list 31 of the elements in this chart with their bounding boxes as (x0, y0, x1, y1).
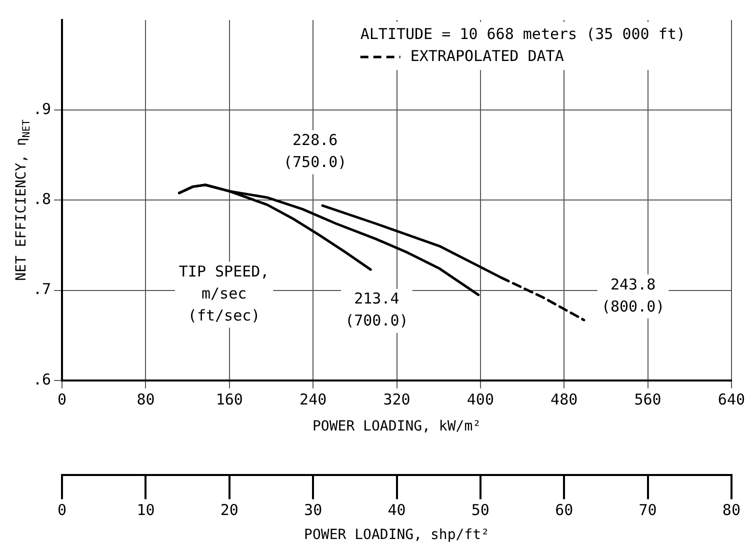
x2-axis-title: POWER LOADING, shp/ft² (304, 527, 490, 544)
x2-tick-label: 0 (58, 501, 67, 520)
x2-tick-label: 80 (722, 501, 740, 520)
x-tick-label: 560 (634, 390, 662, 408)
x-tick-label: 160 (216, 390, 243, 408)
x2-tick-label: 30 (304, 501, 322, 520)
x-axis-title: POWER LOADING, kW/m² (312, 418, 482, 434)
x-tick-label: 320 (383, 390, 410, 408)
annotation: TIP SPEED, m/sec (ft/sec) (178, 262, 270, 325)
annotation: 243.8 (800.0) (601, 275, 665, 316)
y-tick-label: .9 (33, 100, 52, 118)
annotation: 228.6 (750.0) (283, 131, 347, 172)
y-axis-title: NET EFFICIENCY, ηNET (14, 120, 32, 281)
x2-tick-label: 50 (471, 501, 490, 520)
x-tick-label: 400 (466, 390, 494, 408)
x2-tick-label: 10 (136, 501, 155, 520)
legend-label: EXTRAPOLATED DATA (410, 46, 564, 65)
x2-tick-label: 70 (638, 501, 657, 520)
y-tick-label: .8 (33, 190, 52, 208)
annotation: 213.4 (700.0) (345, 290, 408, 330)
x2-tick-label: 40 (388, 501, 406, 520)
x2-tick-label: 60 (555, 501, 574, 520)
legend-title: ALTITUDE = 10 668 meters (35 000 ft) (360, 24, 686, 43)
y-tick-label: .7 (33, 280, 52, 298)
x-tick-label: 240 (300, 390, 327, 408)
x-tick-label: 480 (550, 390, 578, 408)
x-tick-label: 80 (136, 390, 155, 408)
x-tick-label: 640 (718, 390, 745, 408)
x2-tick-label: 20 (220, 501, 238, 520)
y-tick-label: .6 (33, 370, 52, 388)
x-tick-label: 0 (58, 390, 67, 408)
